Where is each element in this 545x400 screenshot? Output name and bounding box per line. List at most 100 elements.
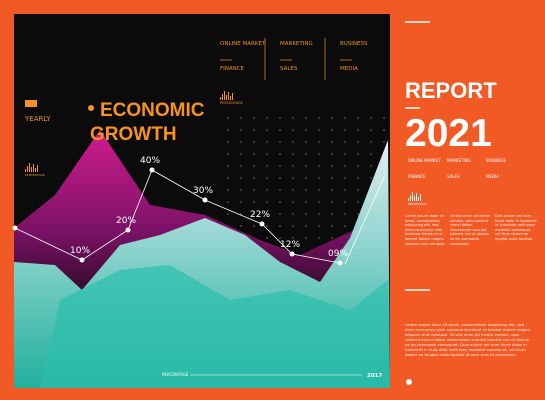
- grid-dot: [383, 141, 385, 143]
- footer-year: 2017: [367, 373, 382, 379]
- line-tail: [344, 174, 386, 265]
- icon-bar: [220, 97, 221, 100]
- grid-dot: [240, 201, 242, 203]
- icon-bar: [408, 198, 409, 201]
- icon-caption: PERCENTAGE: [25, 173, 45, 177]
- icon-bar: [37, 165, 38, 172]
- line-chart: 10% 20% 40% 30% 22% 12% 09%: [70, 156, 348, 266]
- grid-dot: [344, 129, 346, 131]
- grid-dot: [266, 189, 268, 191]
- data-point: [125, 227, 131, 233]
- grid-dot: [318, 117, 320, 119]
- grid-dot: [344, 177, 346, 179]
- grid-dot: [292, 213, 294, 215]
- menu-item: MARKETING: [280, 41, 313, 47]
- grid-dot: [357, 153, 359, 155]
- grid-dot: [266, 117, 268, 119]
- text-column: Duis autem vel eum iriure dolor in hendr…: [495, 214, 537, 241]
- grid-dot: [227, 153, 229, 155]
- grid-dot: [253, 129, 255, 131]
- grid-dot: [318, 153, 320, 155]
- data-label: 22%: [250, 210, 270, 220]
- grid-dot: [305, 189, 307, 191]
- grid-dot: [279, 213, 281, 215]
- grid-dot: [318, 213, 320, 215]
- icon-bar: [29, 163, 30, 172]
- grid-dot: [357, 201, 359, 203]
- grid-dot: [227, 117, 229, 119]
- grid-dot: [318, 177, 320, 179]
- grid-dot: [266, 165, 268, 167]
- grid-dot: [370, 153, 372, 155]
- grid-dot: [305, 165, 307, 167]
- icon-bar: [414, 196, 415, 201]
- grid-dot: [227, 165, 229, 167]
- grid-dot: [305, 141, 307, 143]
- data-point: [337, 260, 343, 266]
- grid-dot: [266, 225, 268, 227]
- grid-dot: [240, 141, 242, 143]
- line-lead: [14, 227, 83, 261]
- grid-dot: [266, 129, 268, 131]
- grid-dot: [279, 177, 281, 179]
- title: ECONOMIC: [100, 100, 205, 121]
- grid-dot: [305, 225, 307, 227]
- grid-dot: [370, 141, 372, 143]
- icon-bar: [410, 195, 411, 201]
- grid-dot: [240, 225, 242, 227]
- footer-label: PERCENTAGE: [162, 372, 189, 377]
- icon-bar: [27, 166, 28, 172]
- grid-dot: [344, 153, 346, 155]
- menu-item: SALES: [447, 174, 460, 179]
- grid-dot: [305, 153, 307, 155]
- grid-dot: [279, 201, 281, 203]
- grid-dot: [318, 225, 320, 227]
- grid-dot: [227, 141, 229, 143]
- grid-dot: [370, 129, 372, 131]
- grid-dot: [266, 237, 268, 239]
- grid-dot: [292, 153, 294, 155]
- grid-dot: [253, 117, 255, 119]
- grid-dot: [344, 189, 346, 191]
- menu-item: ONLINE MARKET: [220, 41, 266, 47]
- icon-bar: [35, 168, 36, 172]
- icon-caption: PERCENTAGE: [220, 101, 243, 105]
- grid-dot: [253, 225, 255, 227]
- grid-dot: [331, 165, 333, 167]
- menu-item: BUSINESS: [340, 41, 368, 47]
- icon-bar: [25, 169, 26, 172]
- grid-dot: [292, 129, 294, 131]
- data-point: [202, 197, 208, 203]
- grid-dot: [279, 153, 281, 155]
- grid-dot: [240, 213, 242, 215]
- grid-dot: [240, 189, 242, 191]
- grid-dot: [331, 201, 333, 203]
- grid-dot: [344, 165, 346, 167]
- icon-bar: [416, 193, 417, 201]
- side-icon: [25, 100, 37, 107]
- icon-bar: [230, 96, 231, 100]
- teal-foreground: [40, 265, 390, 388]
- menu-item: MEDIA: [486, 174, 499, 179]
- grid-dot: [253, 177, 255, 179]
- grid-dot: [331, 153, 333, 155]
- menu-item: BUSINESS: [486, 158, 506, 163]
- grid-dot: [305, 117, 307, 119]
- grid-dot: [305, 129, 307, 131]
- grid-dot: [227, 189, 229, 191]
- grid-dot: [318, 165, 320, 167]
- grid-dot: [292, 189, 294, 191]
- report-title: REPORT: [405, 78, 497, 103]
- icon-bar: [418, 197, 419, 201]
- grid-dot: [383, 129, 385, 131]
- icon-bar: [412, 192, 413, 201]
- grid-dot: [292, 201, 294, 203]
- icon-bar: [232, 93, 233, 100]
- line-start: [12, 225, 18, 231]
- data-label: 20%: [116, 216, 136, 226]
- text-column: Lorem ipsum dolor sit amet, consectetuer…: [405, 214, 446, 246]
- grid-dot: [383, 117, 385, 119]
- data-point: [259, 221, 265, 227]
